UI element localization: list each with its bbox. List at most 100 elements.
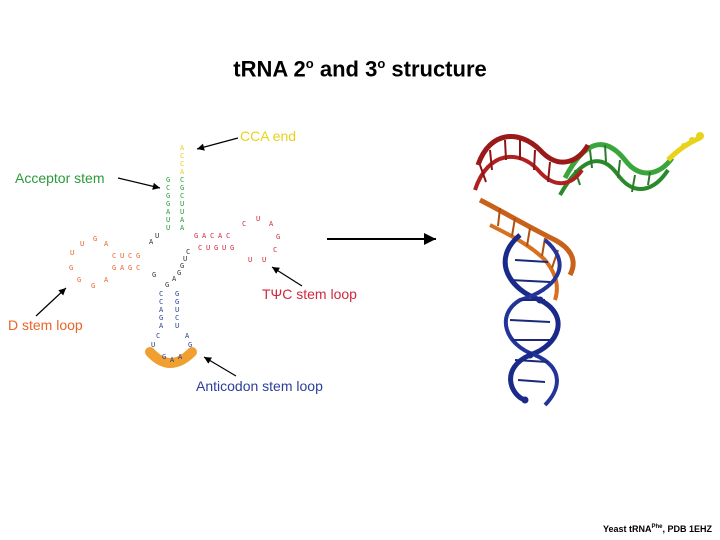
- anticodon-stem-loop-nucleotides: C C A G A G G U C U C U A G G A A: [151, 290, 192, 364]
- figure-caption: Yeast tRNAPhe, PDB 1EHZ: [602, 524, 712, 534]
- nucleotide: G: [166, 192, 170, 200]
- anticodon-highlight: [145, 347, 197, 368]
- cloverleaf-secondary-structure: A C C A G C G G A U U C G C U U A A: [8, 128, 357, 394]
- nucleotide: A: [166, 208, 171, 216]
- nucleotide: C: [198, 244, 202, 252]
- nucleotide: G: [166, 200, 170, 208]
- d-stem-loop-arrow: [35, 287, 67, 317]
- nucleotide: U: [222, 244, 226, 252]
- nucleotide: G: [93, 235, 97, 243]
- cca-end-label: CCA end: [240, 128, 296, 144]
- nucleotide: C: [112, 252, 116, 260]
- d-stem-loop-nucleotides: C U C G G A G C U G A U G G G A: [69, 235, 140, 290]
- nucleotide: U: [175, 306, 179, 314]
- acceptor-stem-nucleotides: G C G G A U U C G C U U A A: [166, 176, 185, 232]
- tpsic-stem-loop-nucleotides: G A C A C C U G U G C U A G C U U: [194, 215, 280, 264]
- nucleotide: A: [178, 353, 183, 361]
- nucleotide: A: [172, 275, 177, 283]
- nucleotide: G: [180, 262, 184, 270]
- nucleotide: G: [175, 298, 179, 306]
- nucleotide: A: [149, 238, 154, 246]
- nucleotide: G: [165, 281, 169, 289]
- nucleotide: A: [202, 232, 207, 240]
- acceptor-stem-label: Acceptor stem: [15, 170, 104, 186]
- nucleotide: U: [166, 216, 170, 224]
- nucleotide: G: [128, 264, 132, 272]
- tpsic-stem-loop-label: TΨC stem loop: [262, 286, 357, 302]
- nucleotide: C: [226, 232, 230, 240]
- anticodon-stem-loop-label: Anticodon stem loop: [196, 378, 323, 394]
- nucleotide: G: [166, 176, 170, 184]
- trna-3d-structure-image: [473, 132, 704, 407]
- nucleotide: C: [128, 252, 132, 260]
- nucleotide: C: [186, 248, 190, 256]
- nucleotide: U: [166, 224, 170, 232]
- nucleotide: C: [156, 332, 160, 340]
- nucleotide: C: [242, 220, 246, 228]
- nucleotide: C: [175, 314, 179, 322]
- nucleotide: A: [180, 224, 185, 232]
- nucleotide: U: [80, 240, 84, 248]
- nucleotide: G: [69, 264, 73, 272]
- nucleotide: G: [188, 341, 192, 349]
- nucleotide: G: [177, 269, 181, 277]
- nucleotide: C: [159, 290, 163, 298]
- nucleotide: G: [180, 184, 184, 192]
- nucleotide: G: [136, 252, 140, 260]
- tpsic-stem-loop-arrow: [271, 266, 303, 287]
- nucleotide: A: [170, 356, 175, 364]
- nucleotide: C: [210, 232, 214, 240]
- nucleotide: A: [159, 306, 164, 314]
- nucleotide: C: [180, 192, 184, 200]
- nucleotide: U: [120, 252, 124, 260]
- nucleotide: U: [183, 255, 187, 263]
- nucleotide: C: [136, 264, 140, 272]
- nucleotide: C: [273, 246, 277, 254]
- nucleotide: A: [104, 240, 109, 248]
- nucleotide: U: [155, 232, 159, 240]
- nucleotide: A: [180, 168, 185, 176]
- nucleotide: U: [70, 249, 74, 257]
- nucleotide: U: [256, 215, 260, 223]
- nucleotide: C: [180, 152, 184, 160]
- nucleotide: U: [206, 244, 210, 252]
- nucleotide: G: [112, 264, 116, 272]
- nucleotide: G: [175, 290, 179, 298]
- cca-end-nucleotides: A C C A: [180, 144, 185, 176]
- nucleotide: A: [104, 276, 109, 284]
- anticodon-stem-loop-arrow: [203, 356, 237, 377]
- nucleotide: C: [166, 184, 170, 192]
- d-stem-loop-label: D stem loop: [8, 317, 83, 333]
- nucleotide: G: [276, 233, 280, 241]
- nucleotide: G: [214, 244, 218, 252]
- nucleotide: A: [185, 332, 190, 340]
- nucleotide: A: [180, 216, 185, 224]
- linker-nucleotides: A U G: [149, 232, 159, 279]
- variable-loop-nucleotides: C U G G A G: [165, 248, 190, 289]
- nucleotide: A: [120, 264, 125, 272]
- nucleotide: A: [180, 144, 185, 152]
- acceptor-stem-arrow: [117, 177, 161, 190]
- nucleotide: U: [180, 200, 184, 208]
- nucleotide: U: [262, 256, 266, 264]
- nucleotide: A: [159, 322, 164, 330]
- nucleotide: G: [194, 232, 198, 240]
- nucleotide: U: [175, 322, 179, 330]
- nucleotide: C: [159, 298, 163, 306]
- nucleotide: U: [180, 208, 184, 216]
- nucleotide: G: [91, 282, 95, 290]
- nucleotide: G: [230, 244, 234, 252]
- nucleotide: G: [162, 353, 166, 361]
- cca-end-arrow: [196, 137, 239, 151]
- nucleotide: G: [152, 271, 156, 279]
- nucleotide: U: [151, 341, 155, 349]
- nucleotide: C: [180, 176, 184, 184]
- slide-title: tRNA 2o and 3o structure: [233, 56, 487, 82]
- nucleotide: G: [159, 314, 163, 322]
- nucleotide: A: [269, 220, 274, 228]
- nucleotide: C: [180, 160, 184, 168]
- nucleotide: A: [218, 232, 223, 240]
- nucleotide: G: [77, 276, 81, 284]
